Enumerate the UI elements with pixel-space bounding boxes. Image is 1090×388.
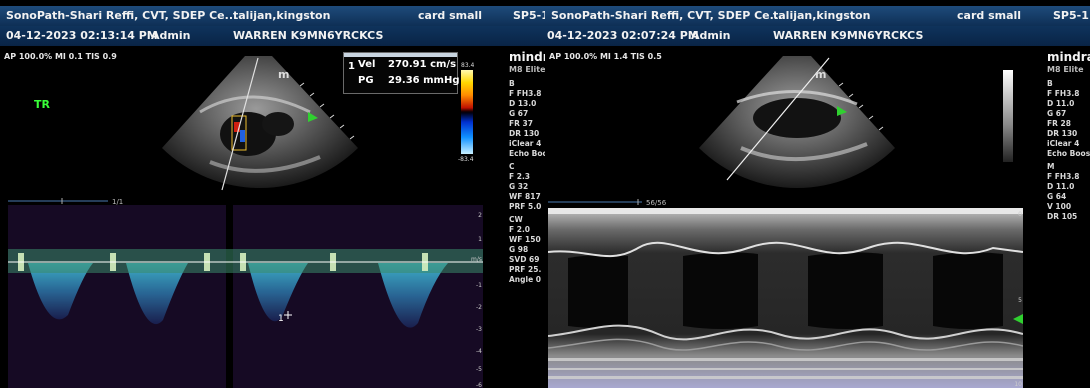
right-m-line: DR 105 — [1047, 212, 1078, 221]
left-b-line: D 13.0 — [509, 99, 537, 108]
cw-doppler-spectrum: 1 2 1 m/s -1 -2 -3 -4 -5 -6 — [8, 205, 483, 388]
right-acoustic-params: AP 100.0% MI 1.4 TIS 0.5 — [549, 52, 662, 61]
colorbar-bottom-label: -83.4 — [458, 156, 474, 163]
left-cw-line: PRF 25. — [509, 265, 542, 274]
left-cw-line: SVD 69 — [509, 255, 540, 264]
left-model-name: M8 Elite — [509, 65, 545, 74]
pg-value: 29.36 mmHg — [388, 75, 460, 86]
left-b-line: FR 37 — [509, 119, 533, 128]
doppler-scale-tick: 2 — [478, 212, 482, 219]
doppler-scale-tick: -2 — [476, 304, 482, 311]
doppler-scale-tick: -1 — [476, 282, 482, 289]
left-b-line: iClear 4 — [509, 139, 542, 148]
right-b-line: Echo Boost — [1047, 149, 1090, 158]
right-header-row1: SonoPath-Shari Reffi, CVT, SDEP Ce... ta… — [545, 6, 1090, 26]
mmode-scale-tick: 5 — [1018, 297, 1022, 304]
color-velocity-bar — [461, 70, 473, 154]
measurement-index: 1 — [348, 61, 355, 72]
left-b-line: F FH3.8 — [509, 89, 542, 98]
mmode-trace: 0 5 10 — [548, 208, 1023, 388]
right-b-line: DR 130 — [1047, 129, 1078, 138]
left-preset: card small — [418, 9, 483, 22]
doppler-scale-tick: -3 — [476, 326, 482, 333]
left-b-line: DR 130 — [509, 129, 540, 138]
left-cw-line: WF 150 — [509, 235, 541, 244]
left-panel-doppler: SonoPath-Shari Reffi, CVT, SDEP Ce... ta… — [0, 6, 545, 388]
left-cw-title: CW — [509, 215, 523, 224]
left-b-line: G 67 — [509, 109, 529, 118]
right-m-line: D 11.0 — [1047, 182, 1075, 191]
left-param-sidebar: mindray M8 Elite B F FH3.8 D 13.0 G 67 F… — [509, 50, 545, 285]
doppler-cursor-label: 1 — [278, 314, 284, 324]
right-header-row2: 04-12-2023 02:07:24 PM Admin WARREN K9MN… — [545, 26, 1090, 46]
left-operator: Admin — [151, 29, 191, 42]
right-bmode-sector: m — [699, 56, 895, 189]
right-b-line: D 11.0 — [1047, 99, 1075, 108]
right-site-name: SonoPath-Shari Reffi, CVT, SDEP Ce... — [551, 9, 783, 22]
left-timeline: 1/1 — [8, 198, 123, 206]
right-preset: card small — [957, 9, 1022, 22]
left-depth-marker: m — [278, 68, 289, 81]
left-c-line: F 2.3 — [509, 172, 531, 181]
right-datetime: 04-12-2023 02:07:24 PM — [547, 29, 699, 42]
right-b-line: F FH3.8 — [1047, 89, 1080, 98]
right-param-sidebar: mindray M8 Elite B F FH3.8 D 11.0 G 67 F… — [1047, 50, 1090, 222]
mmode-scale-tick: 10 — [1014, 381, 1022, 388]
doppler-unit-label: m/s — [471, 256, 482, 263]
mmode-scale-tick: 0 — [1018, 211, 1022, 218]
right-b-line: FR 28 — [1047, 119, 1071, 128]
pg-label: PG — [358, 75, 374, 86]
left-cw-line: F 2.0 — [509, 225, 531, 234]
left-b-line: Echo Boost — [509, 149, 545, 158]
left-patient-id: WARREN K9MN6YRCKCS — [233, 29, 384, 42]
left-probe: SP5-1 — [513, 9, 545, 22]
right-brand-logo: mindray — [1047, 50, 1090, 64]
right-m-title: M — [1047, 162, 1055, 171]
left-acoustic-params: AP 100.0% MI 0.1 TIS 0.9 — [4, 52, 117, 61]
right-patient-name: talijan,kingston — [773, 9, 871, 22]
doppler-scale-tick: -5 — [476, 366, 482, 373]
left-brand-logo: mindray — [509, 50, 545, 64]
left-cw-line: Angle 0 — [509, 275, 541, 284]
left-c-line: WF 817 — [509, 192, 541, 201]
right-timeline-label: 56/56 — [646, 199, 667, 207]
right-depth-marker: m — [815, 68, 826, 81]
right-timeline: 56/56 — [548, 199, 667, 207]
left-c-line: PRF 5.0 — [509, 202, 542, 211]
right-b-line: iClear 4 — [1047, 139, 1080, 148]
doppler-scale-tick: -4 — [476, 348, 482, 355]
right-probe: SP5-1 — [1053, 9, 1089, 22]
right-patient-id: WARREN K9MN6YRCKCS — [773, 29, 924, 42]
left-timeline-label: 1/1 — [112, 198, 123, 206]
doppler-scale-tick: -6 — [476, 382, 482, 388]
left-datetime: 04-12-2023 02:13:14 PM — [6, 29, 158, 42]
colorbar-top-label: 83.4 — [461, 62, 475, 69]
left-header-row2: 04-12-2023 02:13:14 PM Admin WARREN K9MN… — [0, 26, 545, 46]
grayscale-bar — [1003, 70, 1013, 162]
measurement-box: 1 Vel 270.91 cm/s PG 29.36 mmHg — [343, 52, 460, 94]
left-bmode-sector: m — [162, 56, 358, 191]
left-cw-line: G 98 — [509, 245, 529, 254]
left-c-line: G 32 — [509, 182, 529, 191]
left-site-name: SonoPath-Shari Reffi, CVT, SDEP Ce... — [6, 9, 238, 22]
left-header-row1: SonoPath-Shari Reffi, CVT, SDEP Ce... ta… — [0, 6, 545, 26]
left-view-label: TR — [34, 98, 50, 111]
right-model-name: M8 Elite — [1047, 65, 1084, 74]
right-m-line: F FH3.8 — [1047, 172, 1080, 181]
right-b-line: G 67 — [1047, 109, 1067, 118]
right-m-line: V 100 — [1047, 202, 1072, 211]
vel-label: Vel — [358, 59, 376, 70]
right-b-title: B — [1047, 79, 1053, 88]
right-operator: Admin — [691, 29, 731, 42]
right-m-line: G 64 — [1047, 192, 1067, 201]
left-c-title: C — [509, 162, 515, 171]
vel-value: 270.91 cm/s — [388, 59, 457, 70]
left-patient-name: talijan,kingston — [233, 9, 331, 22]
left-b-title: B — [509, 79, 515, 88]
doppler-scale-tick: 1 — [478, 236, 482, 243]
